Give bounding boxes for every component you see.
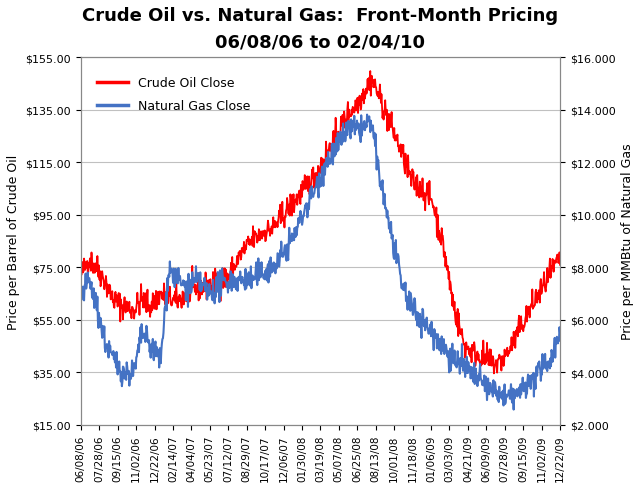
Y-axis label: Price per Barrel of Crude Oil: Price per Barrel of Crude Oil [7, 154, 20, 329]
Natural Gas Close [77, 294, 85, 300]
Crude Oil Close [490, 371, 498, 377]
Crude Oil Close [281, 215, 289, 221]
Crude Oil Close [77, 269, 85, 275]
Crude Oil Close [129, 306, 137, 312]
Natural Gas Close [491, 379, 499, 385]
Line: Crude Oil Close: Crude Oil Close [81, 72, 560, 374]
Crude Oil Close [202, 270, 210, 276]
Crude Oil Close [556, 263, 564, 268]
Natural Gas Close [556, 330, 564, 336]
Natural Gas Close [281, 253, 289, 259]
Line: Natural Gas Close: Natural Gas Close [81, 115, 560, 410]
Natural Gas Close [438, 347, 446, 353]
Natural Gas Close [419, 306, 426, 312]
Crude Oil Close [419, 176, 426, 182]
Crude Oil Close [438, 233, 446, 239]
Crude Oil Close [367, 69, 374, 75]
Natural Gas Close [363, 112, 371, 118]
Crude Oil Close [492, 362, 499, 367]
Legend: Crude Oil Close, Natural Gas Close: Crude Oil Close, Natural Gas Close [92, 72, 256, 118]
Natural Gas Close [202, 289, 210, 295]
Y-axis label: Price per MMBtu of Natural Gas: Price per MMBtu of Natural Gas [621, 143, 634, 340]
Title: Crude Oil vs. Natural Gas:  Front-Month Pricing
06/08/06 to 02/04/10: Crude Oil vs. Natural Gas: Front-Month P… [83, 7, 558, 51]
Natural Gas Close [129, 373, 137, 379]
Natural Gas Close [510, 407, 517, 413]
